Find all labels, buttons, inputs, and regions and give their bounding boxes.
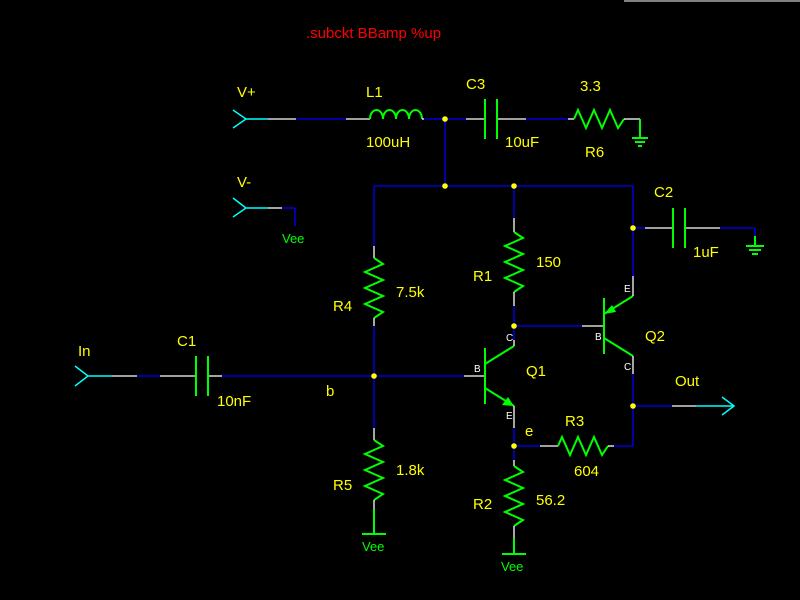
wires	[222, 118, 756, 554]
c2-name: C2	[654, 184, 673, 201]
port-vplus[interactable]	[232, 109, 296, 129]
junction-dot	[371, 373, 377, 379]
net-e-label: e	[525, 423, 533, 440]
r5-vee-label: Vee	[362, 539, 384, 554]
r4-name: R4	[333, 298, 352, 315]
port-vminus[interactable]	[232, 197, 296, 226]
q1-pin-c: C	[506, 333, 513, 344]
q2-name: Q2	[645, 328, 665, 345]
junction-dot	[442, 116, 448, 122]
vminus-vee-label: Vee	[282, 231, 304, 246]
r3-value: 604	[574, 463, 599, 480]
c3-value: 10uF	[505, 134, 539, 151]
junction-dot	[511, 443, 517, 449]
junction-dot	[442, 183, 448, 189]
q1-pin-b: B	[474, 364, 481, 375]
capacitor-c2[interactable]	[645, 208, 720, 248]
q2-pin-c: C	[624, 362, 631, 373]
transistor-q2[interactable]	[582, 276, 634, 374]
q2-pin-e: E	[624, 284, 631, 295]
q2-pin-b: B	[595, 332, 602, 343]
r2-vee-label: Vee	[501, 559, 523, 574]
c1-value: 10nF	[217, 393, 251, 410]
junction-dots	[371, 116, 636, 449]
resistor-r5[interactable]	[362, 428, 386, 509]
ground-r6	[632, 119, 648, 147]
r6-name: R6	[585, 144, 604, 161]
resistor-r3[interactable]	[540, 434, 614, 458]
transistor-q1[interactable]	[464, 340, 515, 428]
junction-dot	[630, 225, 636, 231]
c3-name: C3	[466, 76, 485, 93]
resistor-r6[interactable]	[568, 107, 640, 131]
r3-name: R3	[565, 413, 584, 430]
capacitor-c1[interactable]	[137, 356, 222, 396]
ground-c2	[746, 236, 764, 255]
port-vplus-label: V+	[237, 84, 256, 101]
q1-pin-e: E	[506, 411, 513, 422]
vee-r5	[362, 509, 386, 535]
port-out-label: Out	[675, 373, 700, 390]
net-b-label: b	[326, 383, 334, 400]
c1-name: C1	[177, 333, 196, 350]
junction-dot	[511, 323, 517, 329]
port-out[interactable]	[672, 396, 736, 416]
resistor-r2[interactable]	[502, 460, 526, 538]
r5-name: R5	[333, 477, 352, 494]
l1-value: 100uH	[366, 134, 410, 151]
vee-r2	[502, 538, 526, 555]
subckt-title: .subckt BBamp %up	[306, 25, 441, 42]
port-in-label: In	[78, 343, 91, 360]
r4-value: 7.5k	[396, 284, 425, 301]
capacitor-c3[interactable]	[466, 99, 526, 139]
port-in[interactable]	[74, 365, 137, 387]
r1-name: R1	[473, 268, 492, 285]
l1-name: L1	[366, 84, 383, 101]
r5-value: 1.8k	[396, 462, 425, 479]
resistor-r4[interactable]	[362, 246, 386, 326]
junction-dot	[511, 183, 517, 189]
r2-value: 56.2	[536, 492, 565, 509]
c2-value: 1uF	[693, 244, 719, 261]
port-vminus-label: V-	[237, 174, 251, 191]
r2-name: R2	[473, 496, 492, 513]
q1-name: Q1	[526, 363, 546, 380]
junction-dot	[630, 403, 636, 409]
resistor-r1[interactable]	[502, 218, 526, 306]
r1-value: 150	[536, 254, 561, 271]
inductor-l1[interactable]	[346, 109, 424, 120]
r6-value: 3.3	[580, 78, 601, 95]
